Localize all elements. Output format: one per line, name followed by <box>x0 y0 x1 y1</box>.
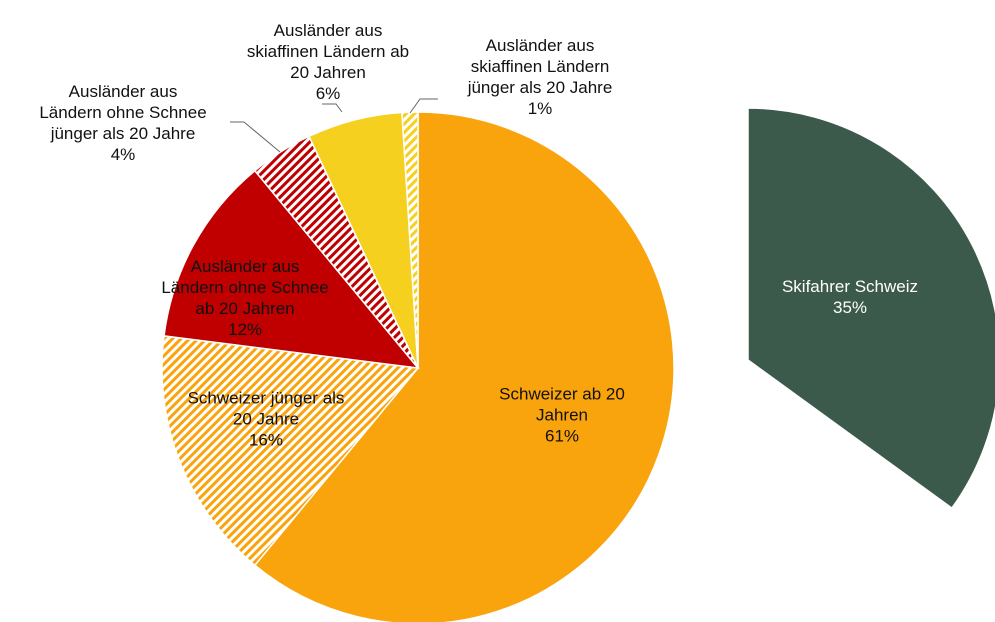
leader-line <box>230 121 281 153</box>
slice-label: Ausländer aus skiaffinen Ländern ab 20 J… <box>247 20 409 104</box>
pie-slice <box>161 335 420 567</box>
slice-name: Ausländer aus Ländern ohne Schnee ab 20 … <box>161 257 329 318</box>
slice-value: 12% <box>227 320 263 339</box>
leader-line <box>322 103 343 113</box>
slice-name: Skifahrer Schweiz <box>781 277 919 296</box>
slice-name: Ausländer aus Ländern ohne Schnee jünger… <box>39 82 207 143</box>
slice-label: Ausländer aus skiaffinen Ländern jünger … <box>468 35 613 119</box>
slice-name: Schweizer jünger als 20 Jahre <box>187 388 345 429</box>
slice-value: 1% <box>527 99 553 118</box>
slice-label: Schweizer ab 20 Jahren 61% <box>499 384 625 447</box>
pie-slice <box>163 169 420 369</box>
slice-name: Schweizer ab 20 Jahren <box>499 384 625 425</box>
slice-label: Schweizer jünger als 20 Jahre 16% <box>188 388 345 451</box>
slice-name: Ausländer aus skiaffinen Ländern jünger … <box>467 36 613 97</box>
pie-slice <box>253 111 675 622</box>
slice-value: 4% <box>110 145 136 164</box>
slice-label: Ausländer aus Ländern ohne Schnee ab 20 … <box>161 256 328 340</box>
slice-name: Ausländer aus skiaffinen Ländern ab 20 J… <box>246 21 410 82</box>
slice-label: Ausländer aus Ländern ohne Schnee jünger… <box>39 81 206 165</box>
leader-lines <box>230 98 438 153</box>
pie-slice <box>401 111 419 369</box>
slice-label: Skifahrer Schweiz 35% <box>782 276 918 318</box>
slice-value: 61% <box>544 426 580 446</box>
slice-value: 35% <box>832 298 868 317</box>
slice-value: 16% <box>248 430 284 450</box>
leader-line <box>409 98 438 114</box>
pie-slice <box>747 107 995 510</box>
slice-value: 6% <box>315 84 341 103</box>
